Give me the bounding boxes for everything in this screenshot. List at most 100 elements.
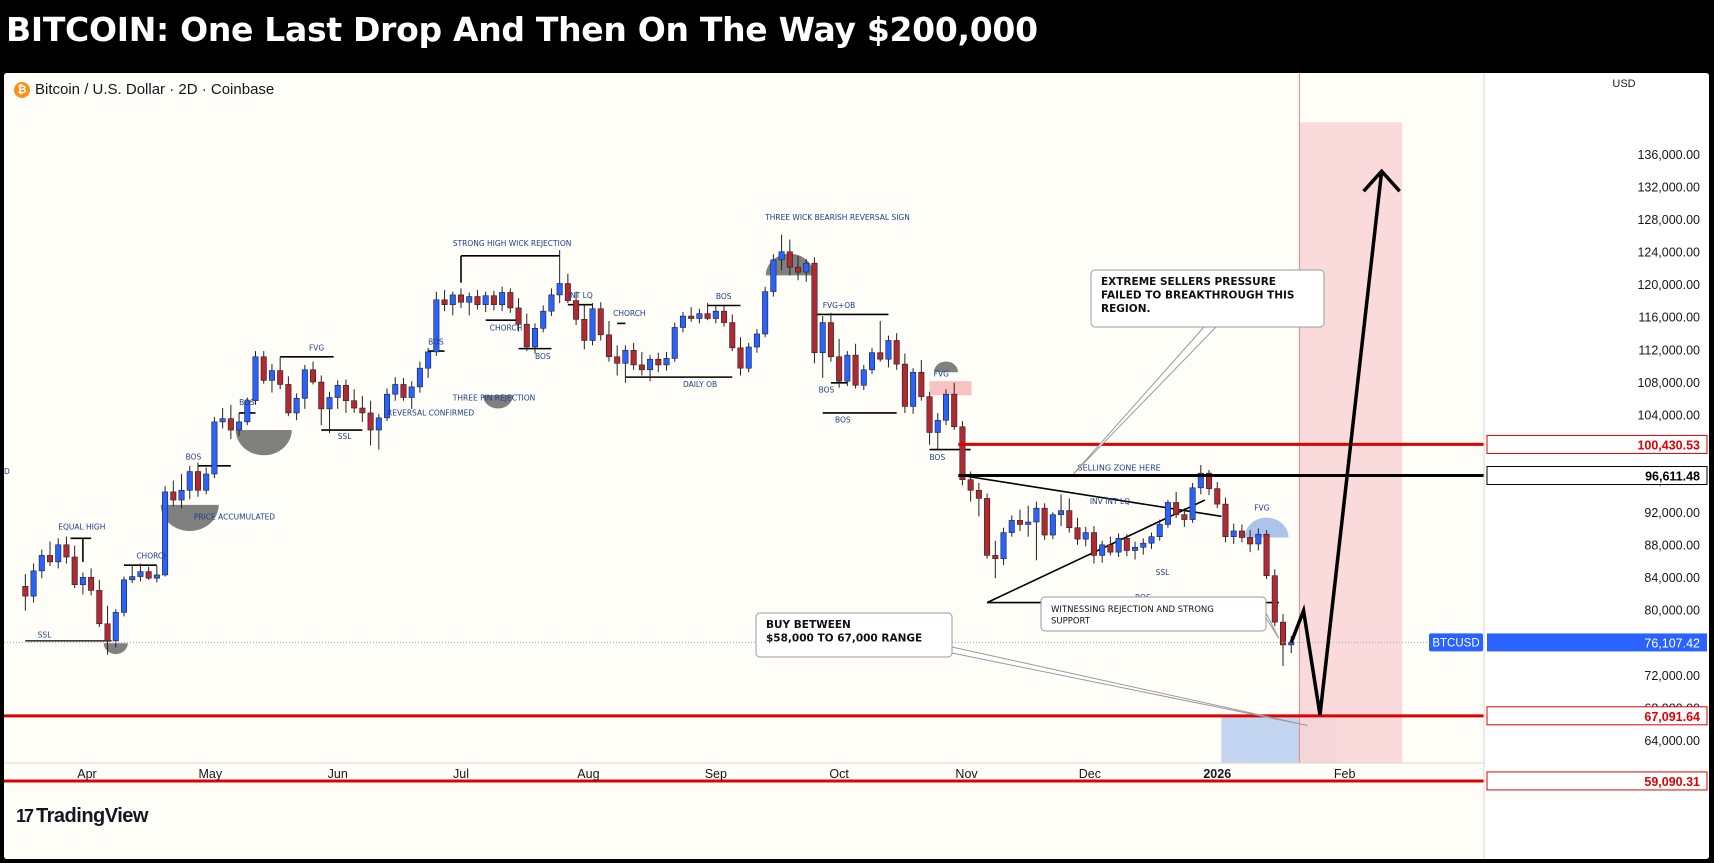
candle-body [227, 418, 234, 431]
candle [326, 391, 333, 434]
blob-price-accumulated [160, 504, 219, 532]
annotation-bos-8: BOS [930, 453, 946, 462]
candle-body [219, 418, 226, 423]
candle [63, 536, 70, 564]
price-tick-label: 136,000.00 [1637, 148, 1700, 162]
current-price-tag: BTCUSD 76,107.42 [1429, 633, 1707, 652]
candle [679, 312, 686, 333]
candle [1140, 538, 1147, 555]
candle-body [729, 322, 736, 349]
symbol-header[interactable]: ₿ Bitcoin / U.S. Dollar · 2D · Coinbase [14, 81, 274, 99]
candle [745, 342, 752, 373]
candle-body [1263, 533, 1270, 577]
candle [712, 306, 719, 324]
callout-sellers-pressure-pointer [1073, 326, 1217, 475]
candle [203, 467, 210, 495]
candle [688, 307, 695, 322]
candle-body [1132, 546, 1139, 551]
candle [852, 343, 859, 389]
price-tick-label: 120,000.00 [1637, 278, 1700, 292]
time-tick-label: Feb [1334, 767, 1356, 781]
callout-sellers-pressure-line: FAILED TO BREAKTHROUGH THIS [1101, 290, 1294, 302]
price-tick-label: 112,000.00 [1638, 343, 1700, 357]
candle [425, 347, 432, 378]
candle-body [170, 491, 177, 501]
candle [1049, 512, 1056, 540]
annotation-chorch-2: CHORCH [490, 324, 523, 333]
candle [934, 412, 941, 450]
candle [803, 259, 810, 282]
candle [1173, 491, 1180, 518]
blob-may-low [235, 430, 292, 456]
candle-body [1197, 472, 1204, 489]
candle-body [893, 340, 900, 365]
chart-panel[interactable]: EQUAL HIGH SSL CHORCH PRICE ACCUMULATED BOS B… [4, 73, 1709, 859]
candle-body [277, 370, 284, 385]
candle [1238, 524, 1245, 543]
candle [1066, 498, 1073, 533]
candle [721, 305, 728, 327]
candle-body [474, 296, 481, 305]
callout-sellers-pressure-line: REGION. [1101, 303, 1151, 315]
candle [564, 273, 571, 304]
candle-body [860, 369, 867, 386]
candle-body [548, 294, 555, 312]
fvg-red-box [929, 381, 972, 396]
candle-body [975, 489, 982, 499]
price-level-badge: 67,091.64 [1486, 706, 1708, 726]
time-tick-label: 2026 [1203, 767, 1231, 781]
candle [523, 313, 530, 352]
price-tick-label: 92,000.00 [1644, 506, 1700, 520]
candle [400, 377, 407, 401]
candle [30, 563, 37, 603]
candle-body [1049, 514, 1056, 536]
candle-body [55, 544, 62, 563]
candle-body [47, 555, 54, 563]
candle [515, 298, 522, 332]
candle-body [1148, 536, 1155, 544]
annotation-chorch-1: CHORCH [136, 552, 169, 561]
annotation-ssl-1: SSL [38, 631, 53, 640]
candle-body [359, 407, 366, 414]
candle-body [1025, 521, 1032, 525]
candle [375, 413, 382, 450]
candle [860, 364, 867, 391]
candle-body [1123, 537, 1130, 551]
candle [770, 254, 777, 297]
candle-body [1016, 520, 1023, 525]
candle-body [1058, 510, 1065, 515]
candle-body [1214, 488, 1221, 505]
candle [219, 408, 226, 429]
candle-body [721, 310, 728, 323]
candle-body [515, 307, 522, 325]
candle-body [458, 294, 465, 303]
annotation-bos-4: BOS [535, 352, 551, 361]
callout-buy-line: $58,000 TO 67,000 RANGE [766, 633, 922, 645]
candle-body [696, 313, 703, 319]
candle [1016, 509, 1023, 531]
candle-body [408, 386, 415, 398]
annotation-inv-int-lq: INV INT LQ [1090, 497, 1130, 506]
candle [318, 375, 325, 426]
candle-body [671, 327, 678, 359]
candle [975, 482, 982, 517]
candle [795, 255, 802, 281]
candle [1247, 530, 1254, 553]
candle [893, 333, 900, 370]
price-tick-label: 104,000.00 [1637, 408, 1700, 422]
candle [844, 351, 851, 387]
candle-body [96, 590, 103, 625]
price-tick-label: 116,000.00 [1638, 311, 1700, 325]
candle [1197, 465, 1204, 495]
candle [96, 579, 103, 628]
price-level-badge: 96,611.48 [1486, 466, 1708, 486]
candle [737, 337, 744, 376]
candle [178, 473, 185, 509]
blob-april-low [103, 643, 128, 655]
symbol-label[interactable]: Bitcoin / U.S. Dollar · 2D · Coinbase [35, 81, 275, 98]
candle [301, 364, 308, 409]
price-tick-label: 128,000.00 [1637, 213, 1700, 227]
candle [762, 286, 769, 338]
candle-body [663, 358, 670, 366]
candlestick-chart[interactable]: EQUAL HIGH SSL CHORCH PRICE ACCUMULATED BOS B… [4, 73, 1709, 859]
